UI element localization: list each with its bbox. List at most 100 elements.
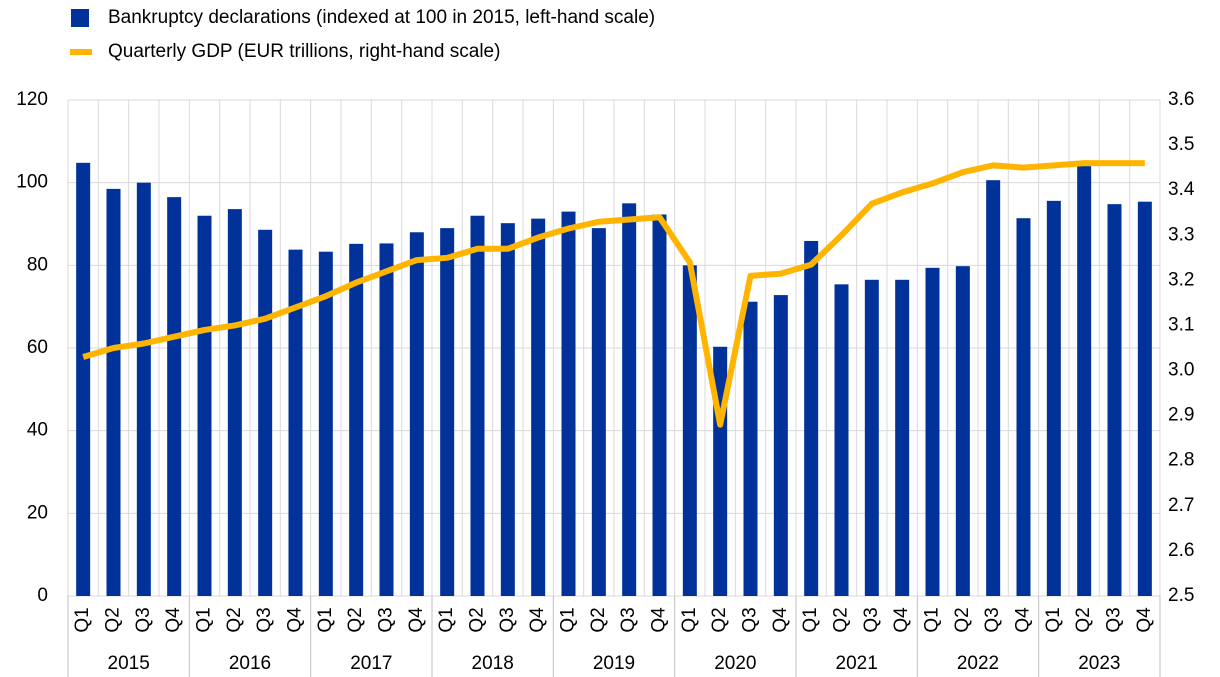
- x-tick-label: Q4: [891, 607, 912, 633]
- x-tick-label: Q1: [679, 607, 700, 632]
- bar: [804, 240, 819, 597]
- x-tick-label: Q1: [194, 607, 215, 632]
- year-label: 2016: [229, 653, 271, 674]
- x-tick-label: Q1: [922, 607, 943, 632]
- x-tick-label: Q1: [72, 607, 93, 632]
- year-label: 2019: [593, 653, 635, 674]
- bar: [349, 243, 364, 596]
- x-tick-label: Q3: [497, 607, 518, 632]
- bar: [561, 211, 576, 596]
- x-tick-label: Q2: [103, 607, 124, 632]
- y2-tick-label: 3.2: [1168, 269, 1194, 290]
- bar: [864, 279, 879, 596]
- line: [82, 160, 1145, 428]
- y-tick-label: 40: [27, 420, 48, 441]
- bar: [652, 214, 667, 596]
- y-tick-label: 120: [16, 89, 48, 110]
- x-tick-label: Q4: [406, 607, 427, 633]
- x-tick-label: Q4: [649, 607, 670, 633]
- x-tick-label: Q1: [315, 607, 336, 632]
- year-label: 2022: [957, 653, 999, 674]
- bar: [288, 249, 303, 597]
- y2-tick-label: 2.9: [1168, 405, 1194, 426]
- y-tick-label: 100: [16, 172, 48, 193]
- bar: [470, 215, 485, 596]
- bar: [743, 301, 758, 596]
- x-tick-label: Q3: [982, 607, 1003, 632]
- bar: [1077, 166, 1092, 596]
- bar: [409, 232, 424, 596]
- x-tick-label: Q1: [436, 607, 457, 632]
- x-tick-label: Q4: [1134, 607, 1155, 633]
- x-tick-label: Q4: [285, 607, 306, 633]
- bar: [531, 218, 546, 597]
- bar: [197, 215, 212, 596]
- bar: [773, 295, 788, 596]
- year-label: 2018: [472, 653, 514, 674]
- x-tick-label: Q4: [163, 607, 184, 633]
- bar: [440, 228, 455, 596]
- y-tick-label: 60: [27, 337, 48, 358]
- bar: [1046, 200, 1061, 596]
- y2-tick-label: 3.5: [1168, 134, 1194, 155]
- legend-label: Quarterly GDP (EUR trillions, right-hand…: [108, 41, 500, 62]
- x-tick-label: Q2: [1073, 607, 1094, 632]
- y2-tick-label: 3.4: [1168, 179, 1195, 200]
- bar: [106, 188, 121, 596]
- bar: [682, 265, 697, 596]
- x-tick-label: Q2: [709, 607, 730, 632]
- x-tick-label: Q2: [467, 607, 488, 632]
- y2-tick-label: 2.8: [1168, 450, 1194, 471]
- bar: [895, 279, 910, 596]
- y-tick-label: 0: [37, 585, 48, 606]
- x-tick-label: Q1: [800, 607, 821, 632]
- year-label: 2021: [836, 653, 878, 674]
- bar: [834, 284, 849, 596]
- y2-tick-label: 2.7: [1168, 495, 1194, 516]
- bar: [1137, 201, 1152, 596]
- y2-tick-label: 2.6: [1168, 540, 1194, 561]
- y2-tick-label: 3.0: [1168, 360, 1194, 381]
- x-tick-label: Q2: [588, 607, 609, 632]
- bar: [1107, 204, 1122, 596]
- x-tick-label: Q4: [527, 607, 548, 633]
- bar: [227, 209, 242, 596]
- y-tick-label: 80: [27, 254, 48, 275]
- bar: [955, 266, 970, 596]
- x-tick-label: Q3: [254, 607, 275, 632]
- year-label: 2017: [350, 653, 392, 674]
- y-tick-label: 20: [27, 502, 48, 523]
- bar: [136, 182, 151, 596]
- x-tick-label: Q3: [376, 607, 397, 632]
- y2-tick-label: 3.6: [1168, 89, 1194, 110]
- bar: [622, 203, 637, 597]
- year-label: 2023: [1078, 653, 1120, 674]
- legend-swatch: [71, 9, 89, 27]
- year-label: 2015: [108, 653, 150, 674]
- x-tick-label: Q4: [770, 607, 791, 633]
- bar: [591, 228, 606, 596]
- y2-tick-label: 3.3: [1168, 224, 1194, 245]
- x-tick-label: Q3: [861, 607, 882, 632]
- x-tick-label: Q1: [1043, 607, 1064, 632]
- x-tick-label: Q3: [1104, 607, 1125, 632]
- bar: [1016, 218, 1031, 597]
- bar: [258, 229, 273, 596]
- x-tick-label: Q3: [133, 607, 154, 632]
- x-tick-label: Q2: [345, 607, 366, 632]
- x-tick-label: Q3: [740, 607, 761, 632]
- bar: [76, 162, 91, 596]
- y2-tick-label: 2.5: [1168, 585, 1194, 606]
- x-tick-label: Q2: [224, 607, 245, 632]
- legend-label: Bankruptcy declarations (indexed at 100 …: [108, 7, 655, 28]
- x-tick-label: Q1: [558, 607, 579, 632]
- x-tick-label: Q2: [952, 607, 973, 632]
- x-tick-label: Q2: [831, 607, 852, 632]
- bar: [167, 197, 182, 596]
- x-tick-label: Q3: [618, 607, 639, 632]
- y2-tick-label: 3.1: [1168, 314, 1194, 335]
- bar: [318, 251, 333, 596]
- year-label: 2020: [714, 653, 756, 674]
- x-tick-label: Q4: [1013, 607, 1034, 633]
